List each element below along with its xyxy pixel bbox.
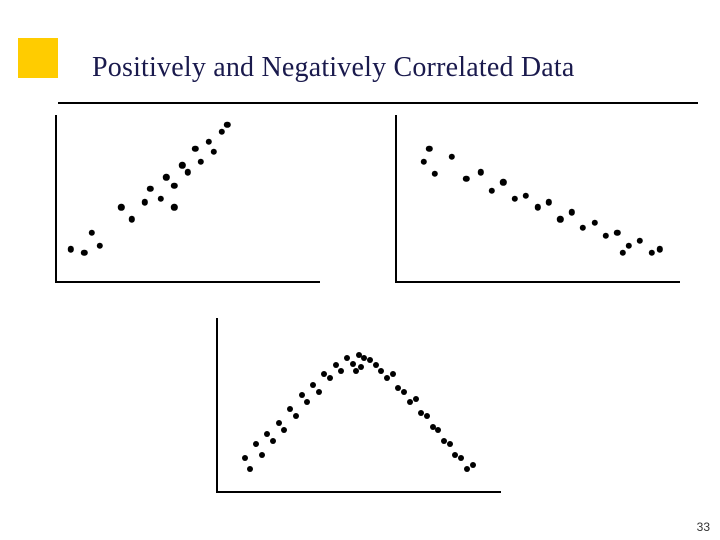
data-point	[401, 389, 407, 395]
data-point	[171, 204, 177, 210]
data-point	[89, 229, 95, 235]
data-point	[118, 204, 124, 210]
data-point	[179, 162, 185, 168]
data-point	[500, 179, 506, 185]
data-point	[447, 441, 453, 447]
data-point	[304, 399, 310, 405]
data-point	[198, 159, 204, 165]
scatter-positive-correlation	[55, 115, 320, 283]
data-point	[333, 362, 339, 368]
data-point	[591, 219, 597, 225]
x-axis	[395, 281, 680, 283]
data-point	[367, 357, 373, 363]
scatter-negative-correlation	[395, 115, 680, 283]
data-point	[413, 396, 419, 402]
slide-title: Positively and Negatively Correlated Dat…	[92, 52, 575, 84]
x-axis	[216, 491, 501, 493]
data-point	[511, 196, 517, 202]
data-point	[435, 427, 441, 433]
data-point	[264, 431, 270, 437]
data-point	[620, 250, 626, 256]
data-point	[568, 209, 574, 215]
data-point	[192, 145, 198, 151]
data-point	[158, 196, 164, 202]
title-underline	[58, 102, 698, 104]
data-point	[390, 371, 396, 377]
data-point	[242, 455, 248, 461]
data-point	[470, 462, 476, 468]
data-point	[293, 413, 299, 419]
data-point	[68, 246, 74, 252]
data-point	[142, 199, 148, 205]
data-point	[463, 176, 469, 182]
data-point	[614, 229, 620, 235]
data-point	[358, 364, 364, 370]
data-point	[184, 169, 190, 175]
data-point	[310, 382, 316, 388]
data-point	[637, 238, 643, 244]
data-point	[350, 361, 356, 367]
data-point	[81, 250, 87, 256]
data-point	[287, 406, 293, 412]
data-point	[424, 413, 430, 419]
data-point	[489, 187, 495, 193]
data-point	[378, 368, 384, 374]
data-point	[163, 174, 169, 180]
data-point	[219, 129, 225, 135]
data-point	[224, 122, 230, 128]
data-point	[171, 182, 177, 188]
data-point	[432, 171, 438, 177]
data-point	[373, 362, 379, 368]
data-point	[625, 243, 631, 249]
data-point	[147, 186, 153, 192]
page-number: 33	[697, 520, 710, 534]
data-point	[420, 159, 426, 165]
data-point	[648, 250, 654, 256]
data-point	[281, 427, 287, 433]
slide-header: Positively and Negatively Correlated Dat…	[0, 0, 720, 110]
data-point	[259, 452, 265, 458]
y-axis	[55, 115, 57, 283]
y-axis	[216, 318, 218, 493]
data-point	[316, 389, 322, 395]
data-point	[546, 199, 552, 205]
data-point	[97, 243, 103, 249]
data-point	[523, 192, 529, 198]
data-point	[657, 246, 663, 252]
data-point	[338, 368, 344, 374]
data-point	[449, 154, 455, 160]
data-point	[477, 169, 483, 175]
accent-square	[18, 38, 58, 78]
data-point	[129, 216, 135, 222]
data-point	[344, 355, 350, 361]
data-point	[276, 420, 282, 426]
data-point	[580, 224, 586, 230]
data-point	[458, 455, 464, 461]
data-point	[534, 204, 540, 210]
data-point	[327, 375, 333, 381]
data-point	[247, 466, 253, 472]
data-point	[557, 216, 563, 222]
data-point	[299, 392, 305, 398]
data-point	[253, 441, 259, 447]
x-axis	[55, 281, 320, 283]
data-point	[603, 233, 609, 239]
y-axis	[395, 115, 397, 283]
data-point	[205, 139, 211, 145]
data-point	[426, 145, 432, 151]
data-point	[211, 149, 217, 155]
scatter-nonlinear	[216, 318, 501, 493]
data-point	[270, 438, 276, 444]
